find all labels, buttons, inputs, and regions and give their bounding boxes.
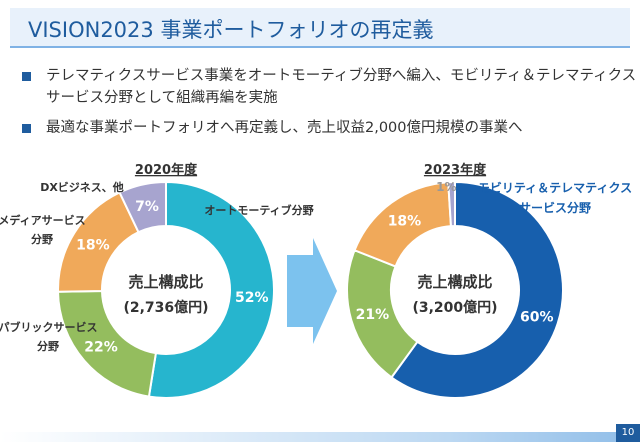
chart-2020-center-value: (2,736億円) [123,299,208,316]
footer-bar [0,432,640,442]
title-bar [10,8,630,48]
chart-2020-center-label: 売上構成比 [128,273,203,291]
donut-0-slice-3 [118,180,167,234]
label-media-line-2: 分野 [31,232,53,246]
bullet-1-line-2: サービス分野として組織再編を実施 [46,90,278,106]
page-title: VISION2023 事業ポートフォリオの再定義 [28,18,434,42]
label-media-line-1: メディアサービス [0,213,86,227]
donut-0-value-label-0: 52% [235,290,269,306]
label-dx: DXビジネス、他 [40,180,124,194]
donut-2020: 52% 22% 18% 7% [56,180,276,399]
bullet-square-icon [22,72,31,81]
donut-1-slice-3 [447,180,456,228]
bullet-1-line-1: テレマティクスサービス事業をオートモーティブ分野へ編入、モビリティ＆テレマティク… [46,68,637,84]
label-mobility-line-1: モビリティ＆テレマティクス [478,180,632,195]
chart-2023-title: 2023年度 [424,162,487,178]
label-public-line-1: パブリックサービス [0,320,98,334]
label-mobility-line-2: サービス分野 [519,200,591,215]
donut-1-value-label-1: 21% [356,307,390,323]
label-public-line-2: 分野 [37,339,59,353]
donut-0-value-label-2: 18% [76,238,110,254]
bullet-2-line-1: 最適な事業ポートフォリオへ再定義し、売上収益2,000億円規模の事業へ [46,120,523,136]
donut-2023: 60% 21% 18% 1% [346,180,564,399]
donut-1-value-label-2: 18% [388,213,422,229]
donut-0-value-label-3: 7% [135,199,159,215]
donut-0-slice-0 [147,180,276,399]
label-automotive: オートモーティブ分野 [204,203,313,217]
page-number: 10 [616,424,640,442]
donut-1-slice-0 [390,180,564,399]
bullet-square-icon [22,124,31,133]
donut-0-value-label-1: 22% [84,339,118,355]
transition-arrow-icon [287,238,337,344]
chart-2023-center-label: 売上構成比 [417,273,492,291]
donut-1-value-label-0: 60% [520,310,554,326]
donut-1-value-label-3: 1% [436,180,456,194]
chart-2023-center-value: (3,200億円) [412,299,497,316]
chart-2020-title: 2020年度 [135,162,198,178]
